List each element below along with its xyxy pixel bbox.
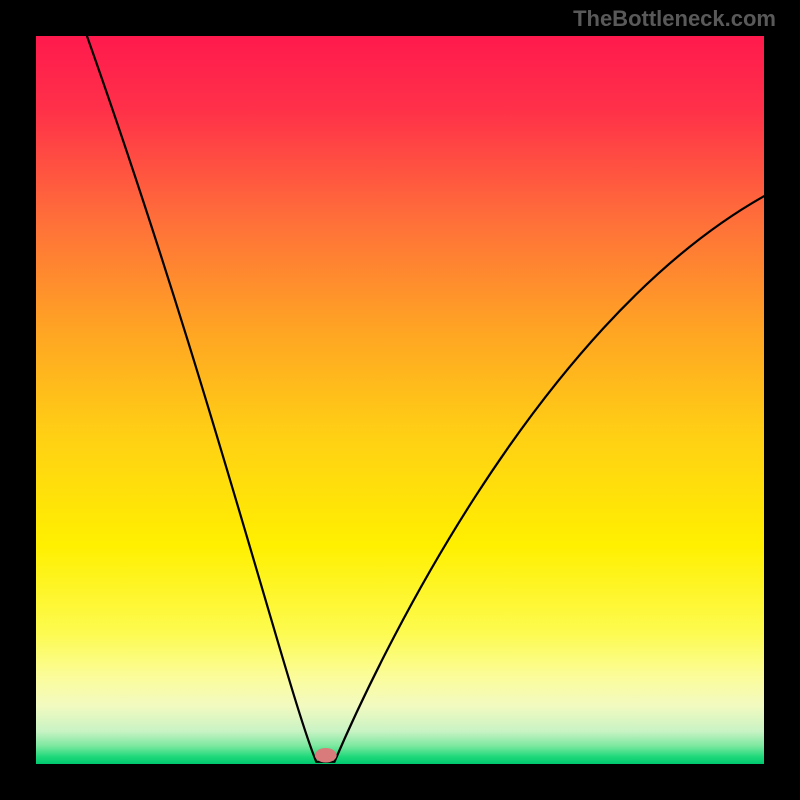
watermark-text: TheBottleneck.com (573, 6, 776, 32)
chart-container: TheBottleneck.com (0, 0, 800, 800)
plot-area (36, 36, 764, 764)
frame-left (0, 0, 36, 800)
minimum-marker (315, 748, 337, 763)
plot-overlay-svg (36, 36, 764, 764)
bottleneck-curve (87, 36, 764, 762)
frame-bottom (0, 764, 800, 800)
frame-right (764, 0, 800, 800)
